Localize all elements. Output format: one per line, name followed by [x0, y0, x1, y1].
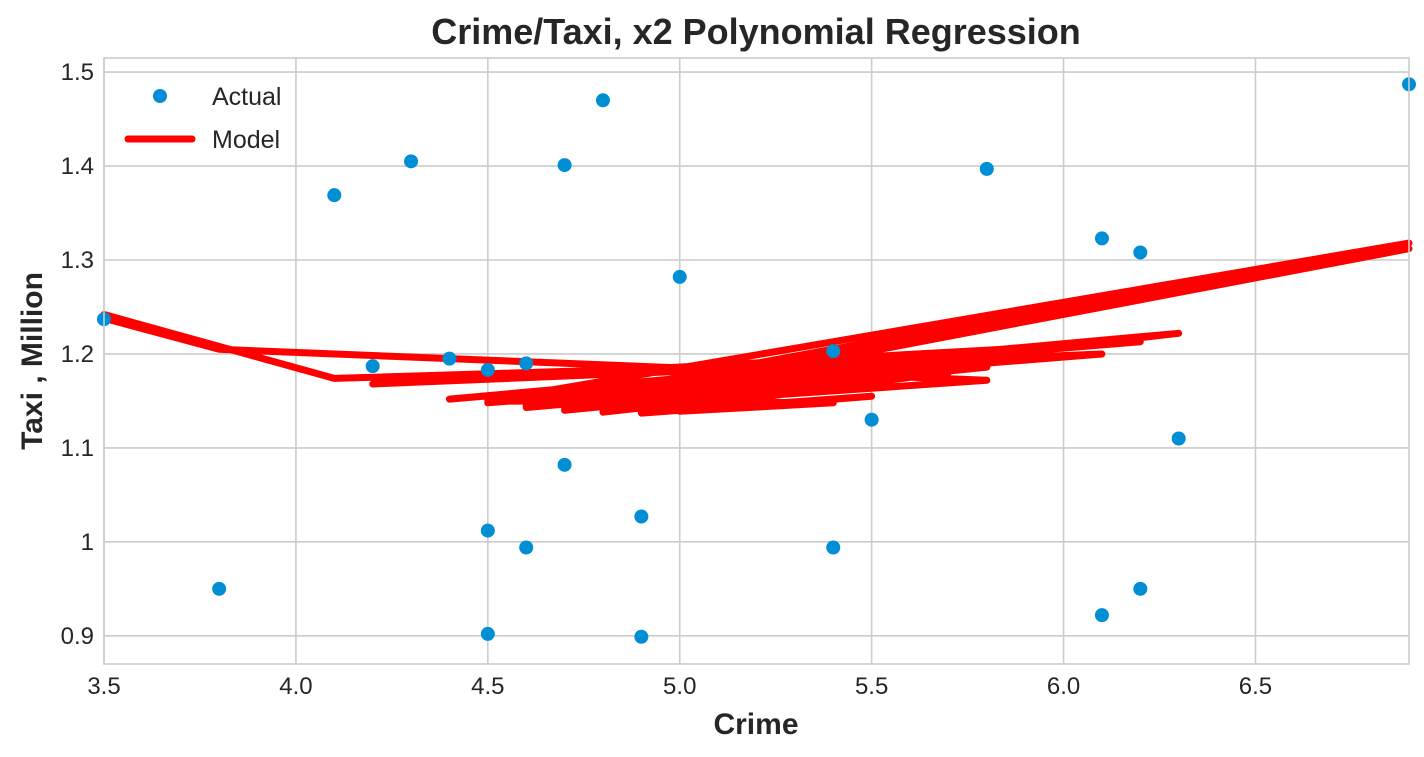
data-point	[442, 351, 457, 366]
data-point	[557, 158, 572, 173]
y-tick-label: 1.4	[61, 153, 94, 180]
data-point	[365, 359, 380, 374]
y-tick-label: 0.9	[61, 623, 94, 650]
y-tick-label: 1.3	[61, 247, 94, 274]
plot-frame	[103, 57, 1410, 665]
data-point	[1133, 245, 1148, 260]
y-axis-ticks: 0.9 1 1.1 1.2 1.3 1.4 1.5	[61, 59, 94, 650]
actual-series	[97, 77, 1416, 644]
legend: Actual Model	[124, 83, 281, 154]
x-tick-label: 4.5	[471, 673, 504, 700]
data-point	[864, 412, 879, 427]
data-point	[1094, 608, 1109, 623]
data-point	[595, 93, 610, 108]
data-point	[327, 188, 342, 203]
x-axis-label: Crime	[713, 708, 798, 741]
data-point	[519, 356, 534, 371]
x-tick-label: 4.0	[279, 673, 312, 700]
data-point	[979, 161, 994, 176]
x-tick-label: 6.0	[1047, 673, 1080, 700]
x-tick-label: 6.5	[1239, 673, 1272, 700]
legend-label-actual: Actual	[212, 83, 281, 111]
data-point	[404, 154, 419, 169]
data-point	[557, 457, 572, 472]
data-point	[634, 509, 649, 524]
data-point	[480, 626, 495, 641]
y-tick-label: 1.2	[61, 341, 94, 368]
x-tick-label: 3.5	[87, 673, 120, 700]
data-point	[672, 269, 687, 284]
x-tick-label: 5.5	[855, 673, 888, 700]
data-point	[826, 344, 841, 359]
data-point	[212, 581, 227, 596]
data-point	[634, 629, 649, 644]
y-axis-label: Taxi , Million	[16, 272, 49, 450]
model-series	[100, 239, 1413, 417]
data-point	[480, 523, 495, 538]
data-point	[826, 540, 841, 555]
legend-marker-actual	[153, 89, 167, 103]
data-point	[519, 540, 534, 555]
y-tick-label: 1	[81, 529, 94, 556]
legend-label-model: Model	[212, 126, 280, 154]
x-axis-ticks: 3.5 4.0 4.5 5.0 5.5 6.0 6.5	[87, 673, 1272, 700]
chart-title: Crime/Taxi, x2 Polynomial Regression	[431, 11, 1081, 52]
data-point	[1171, 431, 1186, 446]
y-tick-label: 1.5	[61, 59, 94, 86]
x-tick-label: 5.0	[663, 673, 696, 700]
y-tick-label: 1.1	[61, 435, 94, 462]
model-line	[100, 239, 1413, 417]
data-point	[1133, 581, 1148, 596]
data-point	[480, 362, 495, 377]
data-point	[1094, 231, 1109, 246]
